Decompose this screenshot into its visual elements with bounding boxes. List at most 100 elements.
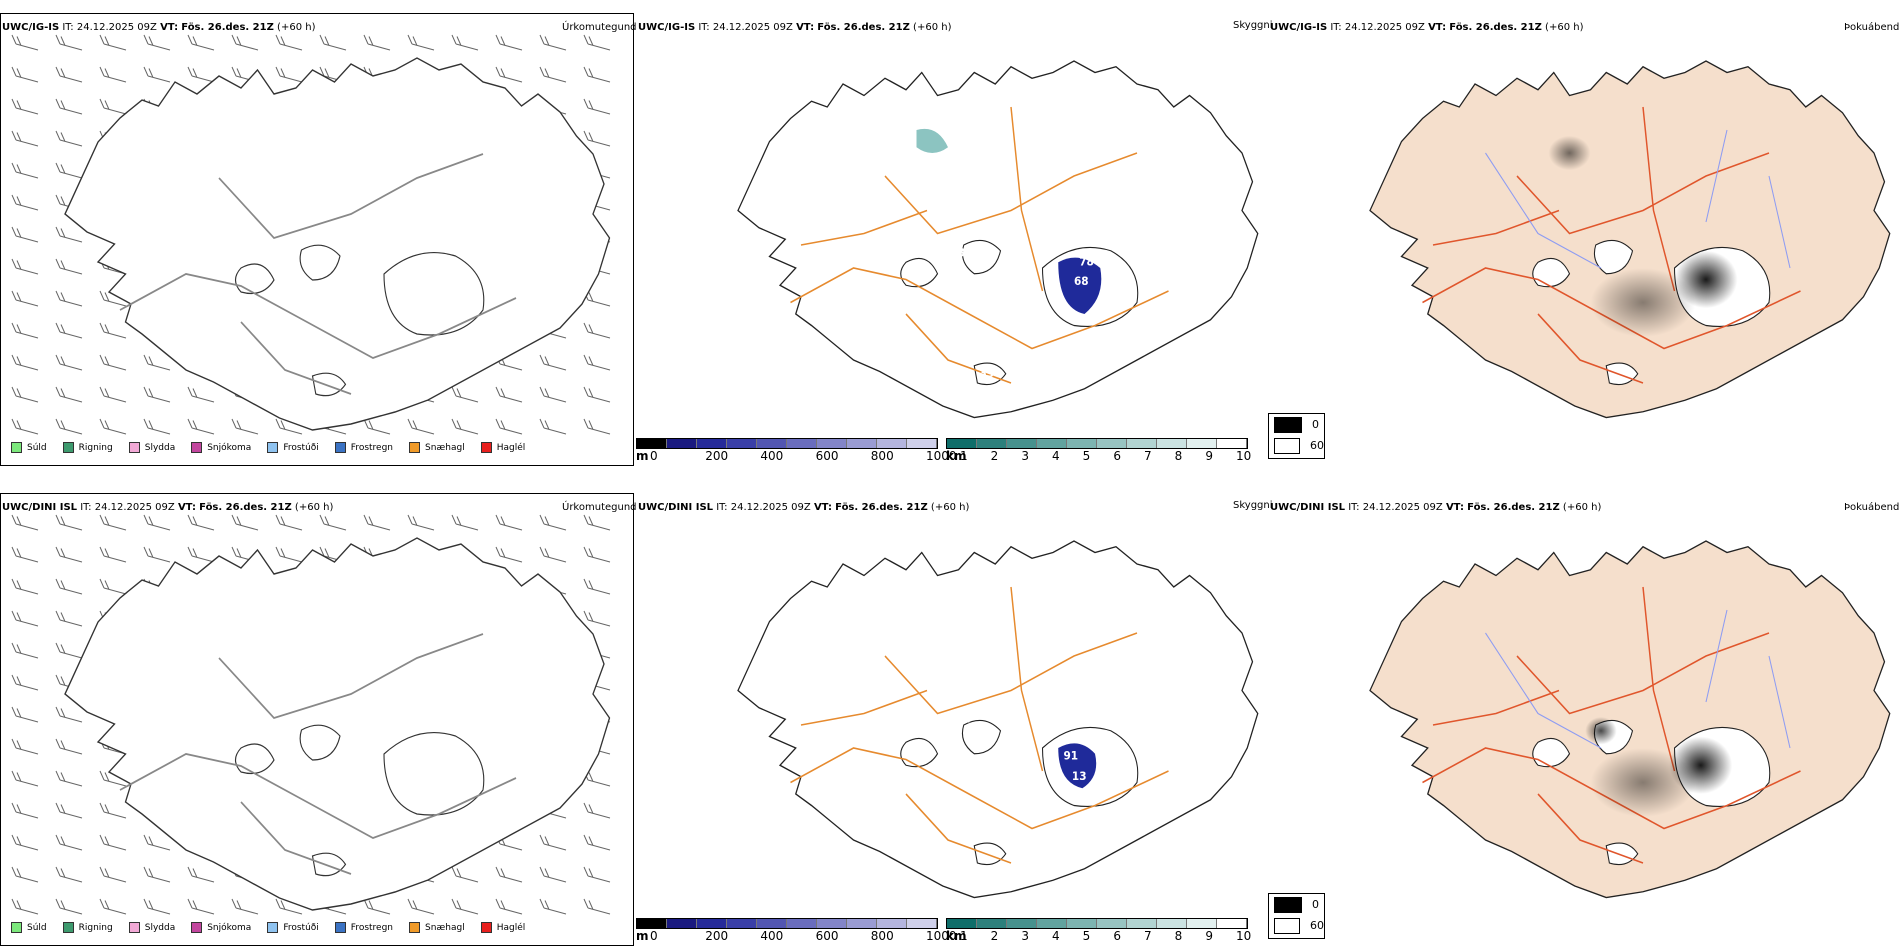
fog-swatch xyxy=(1274,896,1302,913)
legend-label: Frostregn xyxy=(350,922,394,933)
legend-label: Slydda xyxy=(144,442,176,453)
wind-barb xyxy=(55,290,83,307)
wind-barb xyxy=(99,898,127,915)
wind-barb xyxy=(495,418,523,435)
header-1-visibility: UWC/IG-IS IT: 24.12.2025 09Z VT: Fös. 26… xyxy=(638,22,951,33)
header-1-precip: UWC/IG-IS IT: 24.12.2025 09Z VT: Fös. 26… xyxy=(2,22,315,33)
vt-label: VT: xyxy=(796,22,815,33)
legend-label: Frostúði xyxy=(283,922,319,933)
colorbar-tick: 6 xyxy=(1113,929,1121,943)
colorbar-cell xyxy=(847,919,877,928)
wind-barb xyxy=(583,834,611,851)
wind-barb xyxy=(583,418,611,435)
wind-barb xyxy=(99,802,127,819)
colorbar-cell xyxy=(877,439,907,448)
vt-label: VT: xyxy=(177,502,196,513)
colorbar-cell xyxy=(1157,919,1187,928)
precip-map-1 xyxy=(11,34,611,435)
map-label: 42 xyxy=(911,263,926,277)
wind-barb xyxy=(583,546,611,563)
wind-barb xyxy=(363,418,391,435)
wind-barb xyxy=(99,514,127,531)
wind-barb xyxy=(55,802,83,819)
wind-barb xyxy=(539,514,567,531)
vt-value: Fös. 26.des. 21Z xyxy=(817,22,910,33)
legend-swatch xyxy=(128,442,140,453)
colorbar-tick: 1 xyxy=(960,929,968,943)
wind-barb xyxy=(583,130,611,147)
model-name: UWC/IG-IS xyxy=(1270,22,1328,33)
wind-barb xyxy=(275,66,303,83)
wind-barb xyxy=(55,386,83,403)
wind-barb xyxy=(275,514,303,531)
colorbar-unit: m xyxy=(636,449,649,463)
colorbar-tick: 0 xyxy=(650,449,658,463)
legend-label: Frostregn xyxy=(350,442,394,453)
colorbar-tick: 5 xyxy=(1082,449,1091,463)
colorbar-unit: km xyxy=(946,929,967,943)
fog-label: 60 xyxy=(1310,439,1324,452)
wind-barb xyxy=(539,866,567,883)
colorbar-cell xyxy=(1127,439,1157,448)
precip-legend-1: Súld Rigning Slydda Snjókoma Frostúði Frostre… xyxy=(5,442,535,453)
wind-barb xyxy=(363,514,391,531)
colorbar-cell xyxy=(817,919,847,928)
wind-barb xyxy=(11,130,39,147)
colorbar-tick: 200 xyxy=(705,929,729,943)
visibility-bar-2: km 1 2 3 4 5 6 7 8 9 10 xyxy=(946,918,1251,948)
wind-barb xyxy=(583,34,611,51)
colorbar-cell xyxy=(1187,439,1217,448)
legend-swatch xyxy=(334,442,346,453)
it-value: 24.12.2025 09Z xyxy=(712,22,793,33)
vt-label: VT: xyxy=(160,22,179,33)
colorbar-cell xyxy=(727,919,757,928)
map-label: 91 xyxy=(1064,749,1079,763)
wind-barb xyxy=(55,162,83,179)
wind-barb xyxy=(55,834,83,851)
wind-barb xyxy=(539,66,567,83)
visibility-panel-2: 91 13 4 4 m 0 200 400 600 800 1000 km 1 2 3 4 5 6 7 8 9… xyxy=(636,493,1266,946)
vt-value: Fös. 26.des. 21Z xyxy=(181,22,274,33)
wind-barb xyxy=(495,514,523,531)
wind-barb xyxy=(187,546,215,563)
it-label: IT: xyxy=(62,22,74,33)
wind-barb xyxy=(451,34,479,51)
wind-barb xyxy=(495,898,523,915)
fog-swatch xyxy=(1274,416,1302,433)
wind-barb xyxy=(451,898,479,915)
wind-barb xyxy=(539,34,567,51)
legend-swatch xyxy=(409,922,421,933)
wind-barb xyxy=(11,34,39,51)
wind-barb xyxy=(55,514,83,531)
fog-panel-2 xyxy=(1268,493,1900,946)
wind-barb xyxy=(583,322,611,339)
colorbar-tick: 9 xyxy=(1205,449,1213,463)
cloud-base-bar-2: m 0 200 400 600 800 1000 xyxy=(636,918,957,948)
colorbar-tick: 400 xyxy=(760,449,784,463)
legend-swatch xyxy=(191,442,203,453)
colorbar-tick: 1 xyxy=(960,449,968,463)
wind-barb xyxy=(583,354,611,371)
colorbar-unit: m xyxy=(636,929,649,943)
wind-barb xyxy=(187,66,215,83)
wind-barb xyxy=(55,642,83,659)
panel-title-visibility-2: Skyggni xyxy=(1233,500,1273,511)
wind-barb xyxy=(11,610,39,627)
wind-barb xyxy=(11,386,39,403)
colorbar-tick: 600 xyxy=(815,449,839,463)
wind-barb xyxy=(11,290,39,307)
colorbar-cell xyxy=(1037,919,1067,928)
fog-map-2 xyxy=(1369,540,1891,899)
wind-barb xyxy=(55,770,83,787)
colorbar-cell xyxy=(1217,919,1247,928)
colorbar-cell xyxy=(847,439,877,448)
colorbar-tick: 7 xyxy=(1144,449,1152,463)
wind-barb xyxy=(451,866,479,883)
wind-barb xyxy=(231,514,259,531)
colorbar-cell xyxy=(947,919,977,928)
model-name: UWC/DINI ISL xyxy=(1270,502,1346,513)
wind-barb xyxy=(55,610,83,627)
colorbar-cell xyxy=(817,439,847,448)
colorbar-cell xyxy=(1217,439,1247,448)
fog-map-1 xyxy=(1369,60,1891,419)
